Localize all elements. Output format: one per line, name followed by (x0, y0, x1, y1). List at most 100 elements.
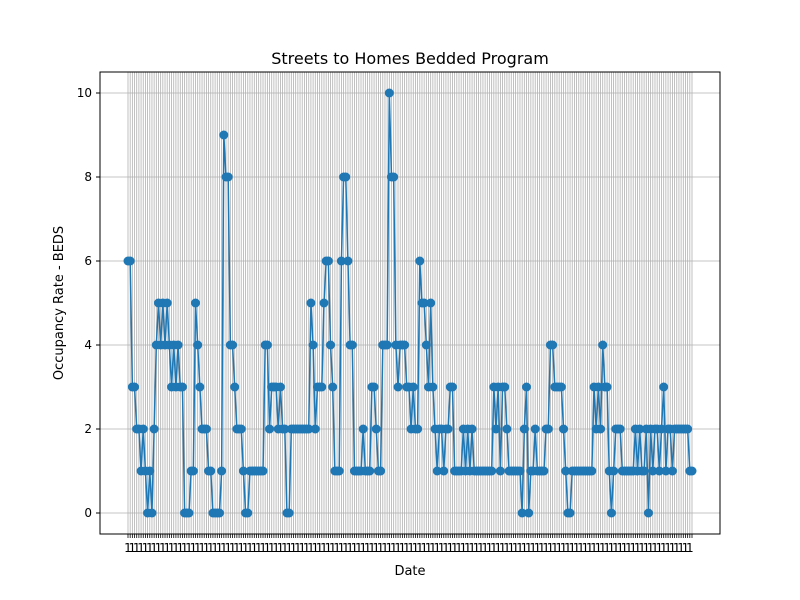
data-point (657, 424, 667, 434)
x-tick-label: 1 (664, 541, 672, 555)
x-tick-label: 1 (338, 541, 346, 555)
data-point (413, 424, 423, 434)
data-point (365, 466, 375, 476)
data-point (419, 298, 429, 308)
x-tick-label: 1 (599, 541, 607, 555)
x-tick-label: 1 (425, 541, 433, 555)
data-point (343, 256, 353, 266)
data-point (539, 466, 549, 476)
data-point (602, 382, 612, 392)
x-tick-label: 1 (385, 541, 393, 555)
x-tick-label: 1 (325, 541, 333, 555)
x-tick-label: 1 (468, 541, 476, 555)
data-point (223, 172, 233, 182)
data-point (517, 508, 527, 518)
data-point (635, 424, 645, 434)
x-tick-label: 1 (682, 541, 690, 555)
x-tick-label: 1 (220, 541, 228, 555)
data-point (145, 466, 155, 476)
x-tick-label: 1 (612, 541, 620, 555)
x-tick-label: 1 (460, 541, 468, 555)
x-tick-label: 1 (342, 541, 350, 555)
x-tick-label: 1 (438, 541, 446, 555)
x-tick-label: 1 (237, 541, 245, 555)
x-tick-label: 1 (412, 541, 420, 555)
data-point (467, 424, 477, 434)
data-point (280, 424, 290, 434)
x-tick-label: 1 (638, 541, 646, 555)
data-point (389, 172, 399, 182)
x-tick-label: 1 (307, 541, 315, 555)
x-tick-label: 1 (163, 541, 171, 555)
x-tick-label: 1 (137, 541, 145, 555)
data-point (188, 466, 198, 476)
x-tick-label: 1 (394, 541, 402, 555)
y-axis-label: Occupancy Rate - BEDS (52, 226, 67, 380)
data-point (500, 382, 510, 392)
x-tick-label: 1 (290, 541, 298, 555)
data-point (265, 424, 275, 434)
data-point (661, 466, 671, 476)
x-tick-label: 1 (538, 541, 546, 555)
x-tick-label: 1 (181, 541, 189, 555)
x-tick-label: 1 (198, 541, 206, 555)
data-point (195, 382, 205, 392)
x-tick-label: 1 (355, 541, 363, 555)
data-point (487, 466, 497, 476)
data-point (587, 466, 597, 476)
x-tick-label: 1 (494, 541, 502, 555)
x-tick-label: 1 (233, 541, 241, 555)
x-tick-label: 1 (168, 541, 176, 555)
x-tick-label: 1 (190, 541, 198, 555)
data-point (559, 424, 569, 434)
x-tick-label: 1 (477, 541, 485, 555)
y-tick-label: 2 (84, 422, 92, 436)
x-tick-label: 1 (451, 541, 459, 555)
data-point (400, 340, 410, 350)
x-tick-label: 1 (660, 541, 668, 555)
data-point (515, 466, 525, 476)
x-tick-label: 1 (142, 541, 150, 555)
x-tick-label: 1 (259, 541, 267, 555)
x-tick-label: 1 (216, 541, 224, 555)
x-tick-label: 1 (568, 541, 576, 555)
data-point (319, 298, 329, 308)
data-point (217, 466, 227, 476)
x-tick-label: 1 (464, 541, 472, 555)
y-tick-label: 4 (84, 338, 92, 352)
data-point (201, 424, 211, 434)
data-point (643, 508, 653, 518)
x-tick-label: 1 (625, 541, 633, 555)
data-point (177, 382, 187, 392)
x-tick-label: 1 (455, 541, 463, 555)
data-point (371, 424, 381, 434)
data-point (214, 508, 224, 518)
data-point (130, 382, 140, 392)
data-point (426, 298, 436, 308)
x-tick-label: 1 (207, 541, 215, 555)
x-tick-label: 1 (250, 541, 258, 555)
x-tick-label: 1 (351, 541, 359, 555)
data-point (304, 424, 314, 434)
data-point (284, 508, 294, 518)
x-tick-label: 1 (603, 541, 611, 555)
y-tick-label: 0 (84, 506, 92, 520)
x-tick-label: 1 (616, 541, 624, 555)
data-point (393, 382, 403, 392)
data-point (125, 256, 135, 266)
x-tick-label: 1 (529, 541, 537, 555)
x-tick-label: 1 (669, 541, 677, 555)
x-tick-label: 1 (242, 541, 250, 555)
x-tick-label: 1 (281, 541, 289, 555)
data-point (336, 256, 346, 266)
plot-area (100, 72, 720, 534)
data-point (491, 424, 501, 434)
data-point (236, 424, 246, 434)
x-tick-label: 1 (146, 541, 154, 555)
x-tick-label: 1 (429, 541, 437, 555)
x-tick-label: 1 (298, 541, 306, 555)
data-point (369, 382, 379, 392)
x-tick-label: 1 (224, 541, 232, 555)
x-tick-label: 1 (473, 541, 481, 555)
